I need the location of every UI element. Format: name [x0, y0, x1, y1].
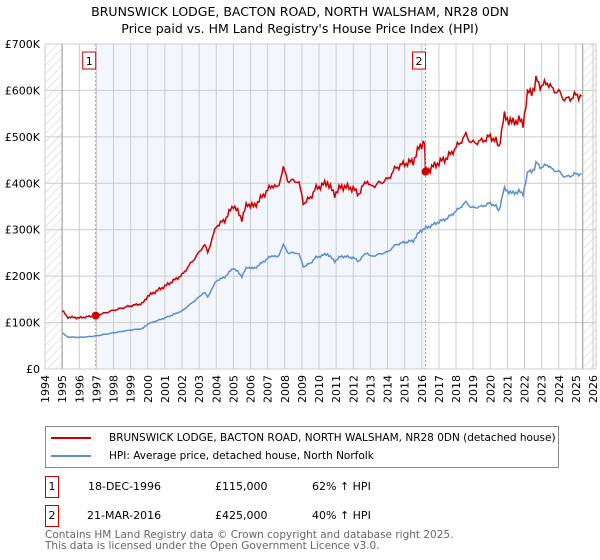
- sale-hpi: 40% ↑ HPI: [312, 509, 371, 522]
- y-tick-label: £700K: [5, 38, 41, 51]
- x-tick-label: 1994: [39, 375, 52, 403]
- x-tick-label: 1997: [90, 375, 103, 403]
- price-chart: 1994 1995 1996 1997 1998 1999 2000 2001 2002 2003…: [5, 38, 600, 403]
- footer-copyright: Contains HM Land Registry data © Crown c…: [45, 529, 454, 541]
- x-tick-label: 2006: [245, 375, 258, 403]
- x-tick-label: 2002: [176, 375, 189, 403]
- y-tick-label: £300K: [5, 224, 41, 237]
- sale-row-2: 2 21-MAR-2016 £425,000 40% ↑ HPI: [45, 505, 545, 527]
- x-tick-label: 2023: [536, 375, 549, 403]
- sale-hpi: 62% ↑ HPI: [312, 480, 371, 493]
- legend-red-line: [51, 437, 91, 439]
- sale-badge: 1: [45, 476, 59, 498]
- ownership-band: [95, 44, 426, 369]
- x-tick-label: 2015: [399, 375, 412, 403]
- x-tick-label: 2014: [382, 375, 395, 403]
- x-tick-label: 2019: [467, 375, 480, 403]
- x-tick-label: 2016: [416, 375, 429, 403]
- y-tick-label: £600K: [5, 84, 41, 97]
- y-tick-label: £100K: [5, 317, 41, 330]
- x-tick-label: 2021: [501, 375, 514, 403]
- footer-licence: This data is licensed under the Open Gov…: [45, 540, 380, 552]
- legend: BRUNSWICK LODGE, BACTON ROAD, NORTH WALS…: [45, 426, 559, 468]
- sale-badge: 2: [45, 505, 59, 527]
- sale-point: [91, 311, 100, 320]
- x-tick-label: 1995: [56, 375, 69, 403]
- x-tick-label: 2025: [570, 375, 583, 403]
- y-tick-label: £200K: [5, 270, 41, 283]
- x-tick-label: 2011: [330, 375, 343, 403]
- sale-label: 1: [86, 55, 93, 68]
- hatch-right: [582, 44, 596, 369]
- sale-price: £115,000: [215, 480, 268, 493]
- sale-row-1: 1 18-DEC-1996 £115,000 62% ↑ HPI: [45, 476, 545, 498]
- hatch-left: [45, 44, 63, 369]
- x-tick-label: 2018: [450, 375, 463, 403]
- chart-title: BRUNSWICK LODGE, BACTON ROAD, NORTH WALS…: [91, 4, 509, 19]
- x-tick-label: 2007: [262, 375, 275, 403]
- x-tick-label: 2022: [519, 375, 532, 403]
- x-tick-label: 2020: [484, 375, 497, 403]
- x-tick-label: 2013: [364, 375, 377, 403]
- x-tick-label: 2003: [193, 375, 206, 403]
- sale-label: 2: [416, 55, 423, 68]
- x-tick-label: 2010: [313, 375, 326, 403]
- y-tick-label: £500K: [5, 131, 41, 144]
- x-tick-label: 1996: [73, 375, 86, 403]
- x-tick-label: 1999: [125, 375, 138, 403]
- x-tick-label: 2012: [347, 375, 360, 403]
- x-tick-label: 2004: [210, 375, 223, 403]
- x-tick-label: 1998: [108, 375, 121, 403]
- legend-blue-line: [51, 455, 91, 457]
- x-tick-label: 2001: [159, 375, 172, 403]
- sale-price: £425,000: [215, 509, 268, 522]
- hpi-line: [61, 160, 582, 339]
- property-line: [62, 75, 583, 320]
- sale-point: [421, 167, 430, 176]
- y-tick-label: £0: [26, 363, 40, 376]
- x-tick-label: 2024: [553, 375, 566, 403]
- plot-border: [44, 43, 597, 370]
- sale-label-box: [412, 51, 427, 70]
- chart-subtitle: Price paid vs. HM Land Registry's House …: [121, 21, 479, 36]
- x-tick-label: 2005: [227, 375, 240, 403]
- sale-label-box: [82, 51, 97, 70]
- x-tick-label: 2000: [142, 375, 155, 403]
- y-tick-label: £400K: [5, 177, 41, 190]
- x-tick-label: 2017: [433, 375, 446, 403]
- sale-date: 18-DEC-1996: [88, 480, 162, 493]
- x-tick-label: 2026: [587, 375, 600, 403]
- legend-property: BRUNSWICK LODGE, BACTON ROAD, NORTH WALS…: [109, 432, 556, 444]
- sale-date: 21-MAR-2016: [87, 509, 162, 522]
- x-tick-label: 2009: [296, 375, 309, 403]
- legend-hpi: HPI: Average price, detached house, Nort…: [109, 450, 374, 462]
- x-tick-label: 2008: [279, 375, 292, 403]
